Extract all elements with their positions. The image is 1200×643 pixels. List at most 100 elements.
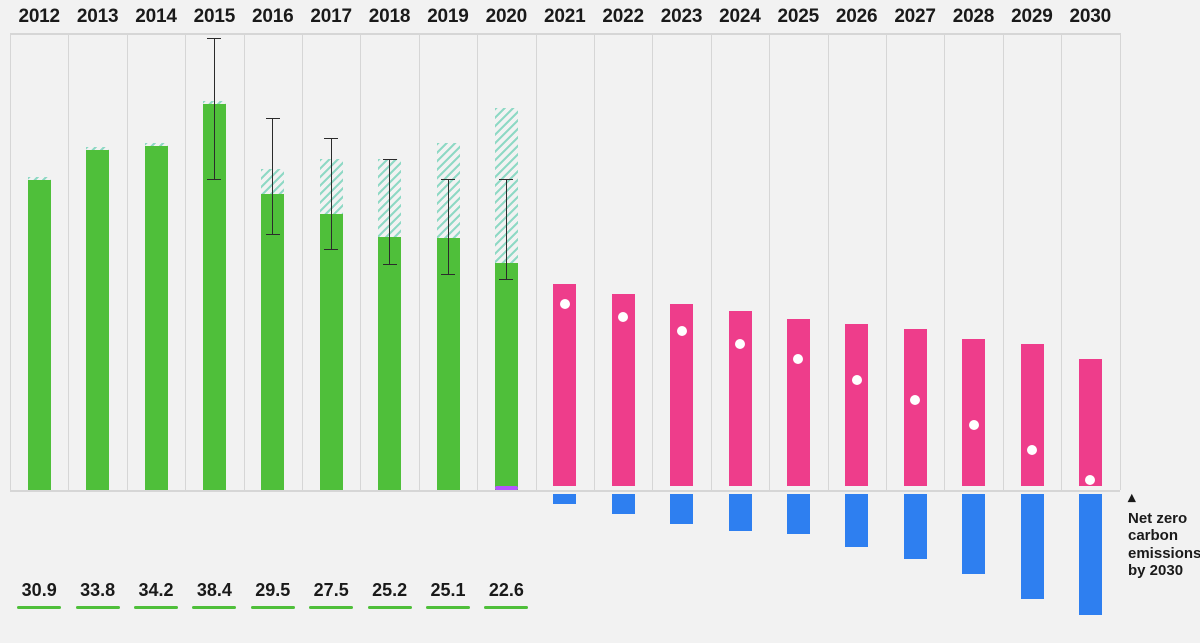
grid-line [477,33,478,490]
error-cap [207,179,221,180]
grid-line [185,33,186,490]
value-underline [426,606,470,609]
year-label: 2024 [711,6,769,28]
bar-historical [261,194,284,490]
grid-line [594,33,595,490]
year-label: 2017 [302,6,360,28]
marker-dot [1027,445,1037,455]
value-underline [134,606,178,609]
grid-line [419,33,420,490]
year-label: 2018 [360,6,418,28]
bar-projection-above [1021,344,1044,486]
grid-line [944,33,945,490]
value-underline [251,606,295,609]
marker-dot [910,395,920,405]
year-label: 2027 [886,6,944,28]
error-cap [324,138,338,139]
error-cap [383,159,397,160]
error-bar [331,138,332,248]
grid-line [769,33,770,490]
error-cap [266,118,280,119]
bar-historical [145,146,168,490]
error-bar [448,179,449,274]
year-label: 2029 [1003,6,1061,28]
bar-projection-above [787,319,810,486]
bar-historical [437,238,460,490]
value-label: 25.2 [360,580,418,601]
value-underline [484,606,528,609]
bar-projection-below [962,494,985,574]
bar-projection-below [904,494,927,559]
value-label: 29.5 [244,580,302,601]
grid-line [360,33,361,490]
bar-projection-below [845,494,868,547]
year-label: 2016 [244,6,302,28]
error-cap [324,249,338,250]
year-label: 2030 [1061,6,1119,28]
value-label: 25.1 [419,580,477,601]
bar-projection-above [904,329,927,486]
value-label: 30.9 [10,580,68,601]
grid-line [302,33,303,490]
error-bar [214,38,215,179]
marker-dot [560,299,570,309]
error-cap [207,38,221,39]
year-label: 2019 [419,6,477,28]
bar-projection-above [845,324,868,486]
grid-line [10,33,11,490]
bar-historical [378,237,401,490]
bar-projection-above [729,311,752,486]
value-label: 22.6 [477,580,535,601]
bar-projection-below [670,494,693,524]
bar-historical [320,214,343,490]
grid-line [68,33,69,490]
bar-projection-below [787,494,810,534]
value-label: 33.8 [68,580,126,601]
bar-historical [86,150,109,490]
value-label: 34.2 [127,580,185,601]
grid-line [244,33,245,490]
marker-dot [852,375,862,385]
year-label: 2014 [127,6,185,28]
annotation-text: Net zero carbon emissions by 2030 [1128,510,1198,579]
bar-projection-below [729,494,752,531]
bar-projection-above [962,339,985,486]
error-cap [499,279,513,280]
error-cap [441,179,455,180]
bar-projection-below [1021,494,1044,599]
value-label: 38.4 [185,580,243,601]
year-label: 2013 [68,6,126,28]
grid-line [127,33,128,490]
grid-line [886,33,887,490]
error-cap [266,234,280,235]
error-bar [272,118,273,234]
error-bar [506,179,507,279]
bar-historical [28,180,51,490]
grid-line [652,33,653,490]
error-bar [389,159,390,264]
error-cap [383,264,397,265]
marker-dot [969,420,979,430]
bar-projection-above [553,284,576,486]
year-label: 2028 [944,6,1002,28]
year-label: 2025 [769,6,827,28]
year-label: 2020 [477,6,535,28]
bar-projection-above [612,294,635,486]
value-underline [192,606,236,609]
bar-projection-below [612,494,635,514]
baseline-rule [10,490,1120,492]
value-underline [309,606,353,609]
marker-dot [677,326,687,336]
value-underline [76,606,120,609]
value-underline [17,606,61,609]
purple-tick-2020 [495,486,518,490]
year-label: 2012 [10,6,68,28]
header-rule [10,33,1120,35]
bar-projection-below [1079,494,1102,615]
error-cap [499,179,513,180]
year-label: 2026 [827,6,885,28]
bar-projection-below [553,494,576,504]
year-label: 2022 [594,6,652,28]
grid-line [1120,33,1121,490]
year-label: 2015 [185,6,243,28]
